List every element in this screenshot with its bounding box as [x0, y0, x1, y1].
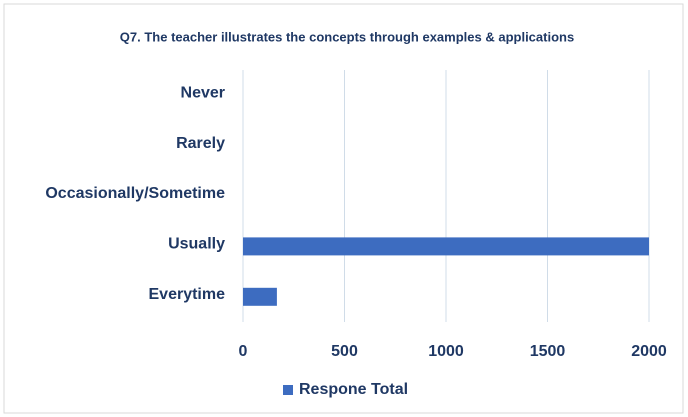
x-tick-label: 2000: [631, 343, 667, 360]
x-tick-label: 500: [331, 343, 358, 360]
x-tick-label: 1000: [428, 343, 464, 360]
bar: [243, 287, 277, 306]
chart-title: Q7. The teacher illustrates the concepts…: [120, 29, 574, 44]
x-tick-label: 0: [239, 343, 248, 360]
y-tick-label: Occasionally/Sometime: [45, 185, 225, 202]
bar: [243, 237, 649, 256]
y-tick-label: Everytime: [149, 286, 226, 303]
legend-swatch: [283, 385, 293, 395]
y-tick-label: Never: [181, 84, 225, 101]
y-tick-label: Usually: [168, 236, 225, 253]
chart-border: [3, 3, 684, 414]
x-tick-label: 1500: [530, 343, 566, 360]
y-tick-label: Rarely: [176, 135, 225, 152]
legend-label: Respone Total: [299, 381, 408, 398]
